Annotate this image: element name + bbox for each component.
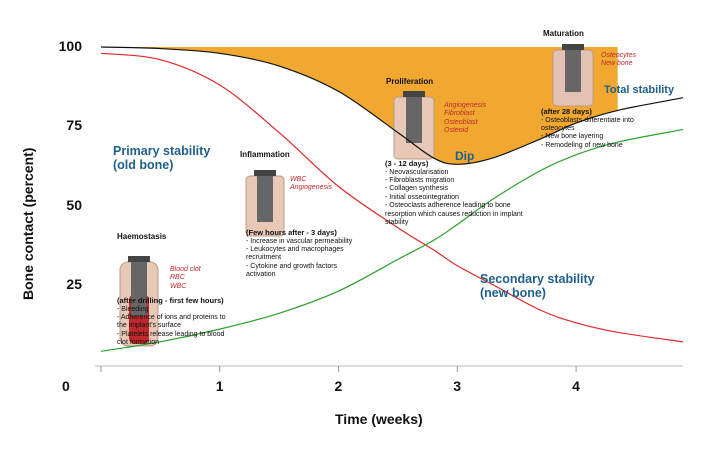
stage-title: Maturation — [543, 29, 584, 38]
stage-labels: Osteocytes New bone — [601, 52, 636, 69]
stage-bullets: NeovascularisationFibroblasts migrationC… — [385, 169, 530, 228]
icon-label: Osteoid — [444, 127, 469, 135]
stage-bullets: BleedingAdherence of ions and proteins t… — [117, 306, 237, 348]
icon-label: Osteoblast — [444, 118, 478, 126]
y-axis-label: Bone contact (percent) — [20, 147, 36, 300]
x-tick-label: 2 — [334, 378, 343, 394]
stage-timing: (after 28 days) — [541, 107, 592, 116]
icon-label: Angiogenesis — [444, 102, 487, 109]
y-tick-label: 100 — [58, 38, 82, 54]
stage-timing: (Few hours after - 3 days) — [246, 228, 337, 237]
stage-title: Haemostasis — [117, 232, 167, 241]
x-tick-label: 3 — [453, 378, 462, 394]
bullet: Osteoclasts adherence leading to bone re… — [385, 202, 530, 227]
y-tick-label: 75 — [66, 117, 82, 134]
x-axis-label: Time (weeks) — [335, 411, 423, 427]
bullet: Osteoblasts differentiate into osteocyte… — [541, 117, 661, 134]
icon-label: WBC — [170, 282, 187, 290]
bullet: Remodeling of new bone — [541, 142, 661, 150]
icon-label: Osteocytes — [601, 52, 637, 59]
stage-info: (after 28 days)Osteoblasts differentiate… — [541, 107, 661, 151]
stage-bullets: Osteoblasts differentiate into osteocyte… — [541, 117, 661, 151]
stage-info: (after drilling - first few hours)Bleedi… — [117, 296, 237, 348]
bullet: Platelets release leading to blood clot … — [117, 331, 237, 348]
stage-labels: Blood clot RBC WBC — [170, 266, 201, 291]
bullet: Initial osseointegration — [385, 194, 530, 202]
x-tick-label: 0 — [62, 378, 70, 394]
x-tick-label: 1 — [215, 378, 224, 394]
icon-label: Fibroblast — [444, 110, 475, 118]
stage-title: Proliferation — [386, 77, 434, 86]
stage-timing: (after drilling - first few hours) — [117, 296, 224, 305]
series-label: Total stability — [604, 84, 675, 96]
icon-label: Angiogenesis — [290, 184, 333, 192]
stage-title: Inflammation — [240, 150, 290, 159]
bullet: Cytokine and growth factors activation — [246, 263, 366, 280]
x-tick-label: 4 — [572, 378, 580, 394]
series-label: Primary stability (old bone) — [113, 144, 211, 173]
bullet: Fibroblasts migration — [385, 177, 530, 185]
icon-label: New bone — [601, 60, 633, 68]
y-tick-label: 25 — [66, 275, 82, 292]
series-label: Secondary stability (new bone) — [480, 272, 595, 301]
series-line — [100, 52, 684, 343]
bullet: Neovascularisation — [385, 169, 530, 177]
stage-info: (Few hours after - 3 days)Increase in va… — [246, 228, 366, 280]
icon-label: Blood clot — [170, 266, 201, 273]
stage-labels: WBC Angiogenesis — [290, 176, 332, 193]
bullet: Bleeding — [117, 306, 237, 314]
bullet: Adherence of ions and proteins to the im… — [117, 314, 237, 331]
bullet: Leukocytes and macrophages recruitment — [246, 246, 366, 263]
stage-labels: Angiogenesis Fibroblast Osteoblast Osteoid — [444, 102, 486, 136]
stage-bullets: Increase in vascular permeabilityLeukocy… — [246, 238, 366, 280]
stage-info: (3 - 12 days)NeovascularisationFibroblas… — [385, 159, 530, 228]
stability-area — [95, 47, 618, 165]
bullet: New bone layering — [541, 133, 661, 141]
annotation: Dip — [455, 149, 475, 163]
stage-timing: (3 - 12 days) — [385, 159, 429, 168]
icon-label: WBC — [290, 176, 307, 183]
bullet: Collagen synthesis — [385, 185, 530, 193]
bullet: Increase in vascular permeability — [246, 238, 366, 246]
y-tick-label: 50 — [66, 196, 82, 213]
icon-label: RBC — [170, 274, 185, 282]
